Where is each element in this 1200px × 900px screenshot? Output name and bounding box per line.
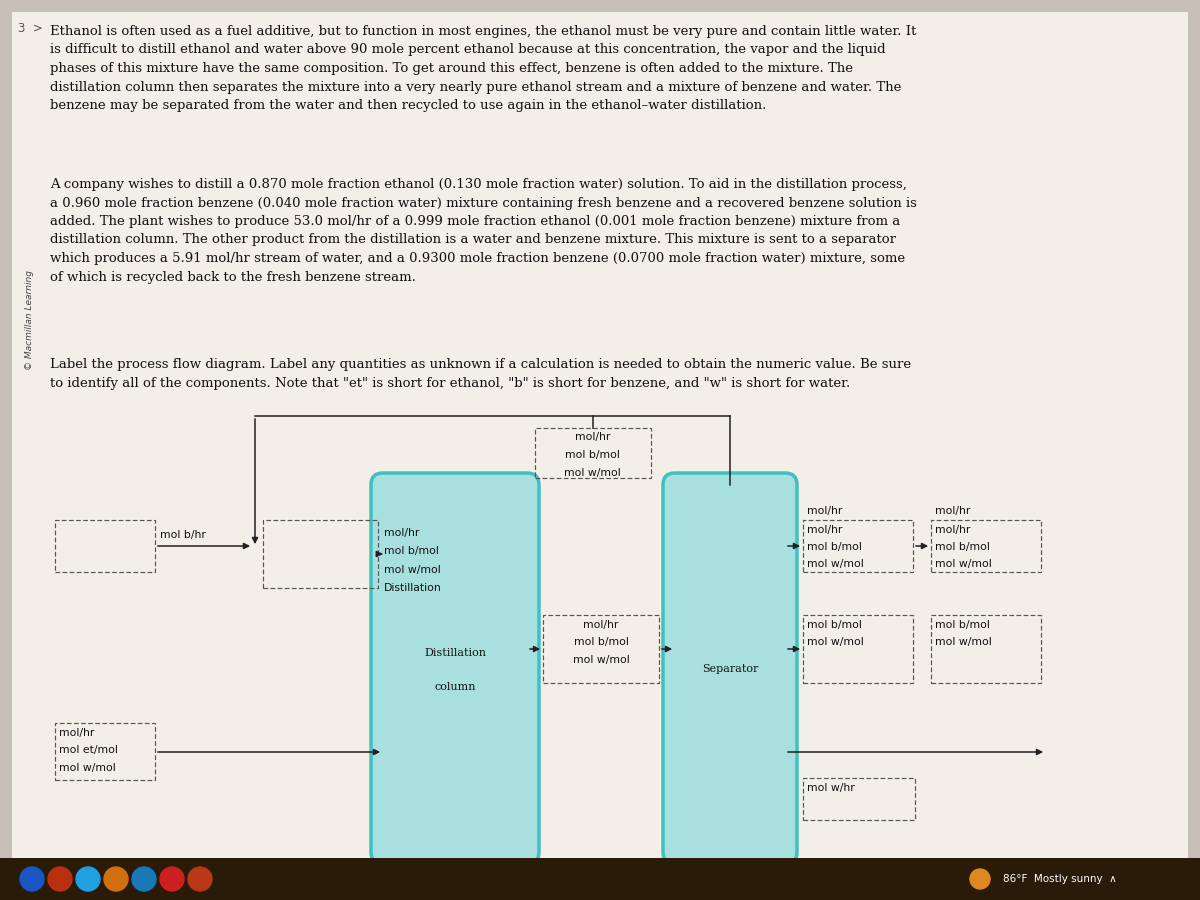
Text: mol/hr: mol/hr (935, 506, 971, 516)
Bar (803, 778, 916, 820)
Text: A company wishes to distill a 0.870 mole fraction ethanol (0.130 mole fraction w: A company wishes to distill a 0.870 mole… (50, 178, 917, 284)
FancyBboxPatch shape (12, 12, 1188, 858)
Circle shape (970, 869, 990, 889)
Circle shape (20, 867, 44, 891)
Text: mol/hr: mol/hr (806, 525, 842, 535)
Text: mol b/mol: mol b/mol (384, 546, 439, 556)
Bar (55, 520, 155, 572)
Circle shape (48, 867, 72, 891)
Text: mol w/mol: mol w/mol (384, 565, 440, 575)
Text: column: column (434, 681, 475, 691)
Text: mol/hr: mol/hr (384, 528, 419, 538)
Text: mol w/mol: mol w/mol (935, 559, 991, 569)
FancyBboxPatch shape (371, 473, 539, 864)
Text: Distillation: Distillation (384, 583, 442, 593)
Text: mol w/mol: mol w/mol (935, 637, 991, 647)
Text: mol w/mol: mol w/mol (59, 763, 115, 773)
Text: Ethanol is often used as a fuel additive, but to function in most engines, the e: Ethanol is often used as a fuel additive… (50, 25, 917, 112)
Text: Separator: Separator (702, 663, 758, 673)
Text: mol/hr: mol/hr (806, 506, 842, 516)
Circle shape (76, 867, 100, 891)
Text: mol b/mol: mol b/mol (935, 620, 990, 630)
Circle shape (160, 867, 184, 891)
Text: mol/hr: mol/hr (575, 432, 610, 442)
Text: mol b/mol: mol b/mol (806, 542, 862, 552)
Text: mol/hr: mol/hr (583, 620, 619, 630)
Bar (0, 858, 1200, 900)
Text: mol w/mol: mol w/mol (564, 468, 620, 478)
Text: mol/hr: mol/hr (935, 525, 971, 535)
Text: mol w/hr: mol w/hr (806, 783, 854, 793)
Text: mol/hr: mol/hr (59, 728, 95, 738)
Bar (803, 615, 913, 683)
Bar (931, 615, 1040, 683)
Bar (263, 520, 378, 588)
Bar (803, 520, 913, 572)
Text: mol b/mol: mol b/mol (574, 637, 629, 647)
Circle shape (188, 867, 212, 891)
Text: Label the process flow diagram. Label any quantities as unknown if a calculation: Label the process flow diagram. Label an… (50, 358, 911, 390)
Circle shape (104, 867, 128, 891)
Bar (542, 615, 659, 683)
Text: mol b/mol: mol b/mol (806, 620, 862, 630)
FancyBboxPatch shape (662, 473, 797, 864)
Text: mol w/mol: mol w/mol (806, 559, 864, 569)
Bar (534, 428, 650, 478)
Text: 86°F  Mostly sunny  ∧: 86°F Mostly sunny ∧ (1003, 874, 1117, 884)
Bar (931, 520, 1040, 572)
Text: mol w/mol: mol w/mol (572, 655, 629, 665)
Text: 3  >: 3 > (18, 22, 43, 35)
Text: mol b/mol: mol b/mol (935, 542, 990, 552)
Text: © Macmillan Learning: © Macmillan Learning (25, 270, 35, 370)
Text: mol b/mol: mol b/mol (565, 450, 620, 460)
Text: mol et/mol: mol et/mol (59, 745, 118, 755)
Bar (55, 723, 155, 780)
Circle shape (132, 867, 156, 891)
Text: mol w/mol: mol w/mol (806, 637, 864, 647)
Text: mol b/hr: mol b/hr (160, 530, 206, 540)
Text: Distillation: Distillation (424, 649, 486, 659)
